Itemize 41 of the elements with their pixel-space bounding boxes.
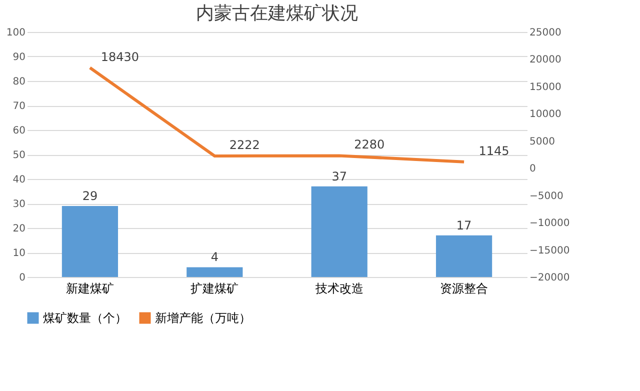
data-label: 17 (456, 218, 472, 232)
y-tick-label: 60 (12, 126, 26, 136)
y2-tick-label: −10000 (530, 218, 570, 230)
y-tick-label: 80 (12, 76, 26, 88)
y2-tick-label: −15000 (530, 245, 570, 256)
data-label: 29 (82, 188, 98, 203)
y-tick-label: 40 (12, 174, 26, 186)
bar (311, 186, 368, 277)
chart-title: 内蒙古在建煤矿状况 (196, 3, 358, 24)
data-label: 2222 (229, 138, 260, 152)
y-tick-label: 10 (12, 248, 26, 259)
y-tick-label: 30 (12, 199, 26, 210)
y-tick-label: 0 (19, 272, 26, 284)
y2-tick-label: 5000 (530, 136, 555, 148)
x-tick-label: 技术改造 (314, 282, 364, 296)
y-tick-label: 70 (12, 101, 26, 112)
legend-label: 煤矿数量（个） (43, 311, 127, 325)
y2-tick-label: 20000 (530, 54, 562, 66)
y2-tick-label: 25000 (530, 28, 562, 38)
y2-tick-label: −20000 (530, 272, 570, 284)
x-tick-label: 扩建煤矿 (190, 282, 239, 296)
y2-tick-label: 15000 (530, 82, 562, 93)
y2-tick-label: 10000 (530, 109, 562, 120)
y2-tick-label: −5000 (530, 190, 564, 202)
data-label: 4 (210, 250, 218, 264)
legend-label: 新增产能（万吨） (155, 311, 251, 325)
bar (62, 206, 118, 277)
y-tick-label: 20 (12, 224, 26, 234)
y-tick-label: 90 (12, 52, 26, 63)
y-tick-label: 100 (6, 28, 26, 38)
data-label: 37 (332, 169, 347, 184)
bar (186, 267, 243, 277)
bar (436, 235, 492, 277)
data-label: 1145 (478, 144, 510, 158)
line-series (88, 66, 466, 164)
y2-tick-label: 0 (530, 164, 536, 175)
data-label: 18430 (100, 50, 140, 64)
data-label: 2280 (354, 138, 385, 152)
x-tick-label: 新建煤矿 (66, 282, 114, 296)
x-tick-label: 资源整合 (440, 282, 488, 296)
y-tick-label: 50 (12, 150, 26, 161)
